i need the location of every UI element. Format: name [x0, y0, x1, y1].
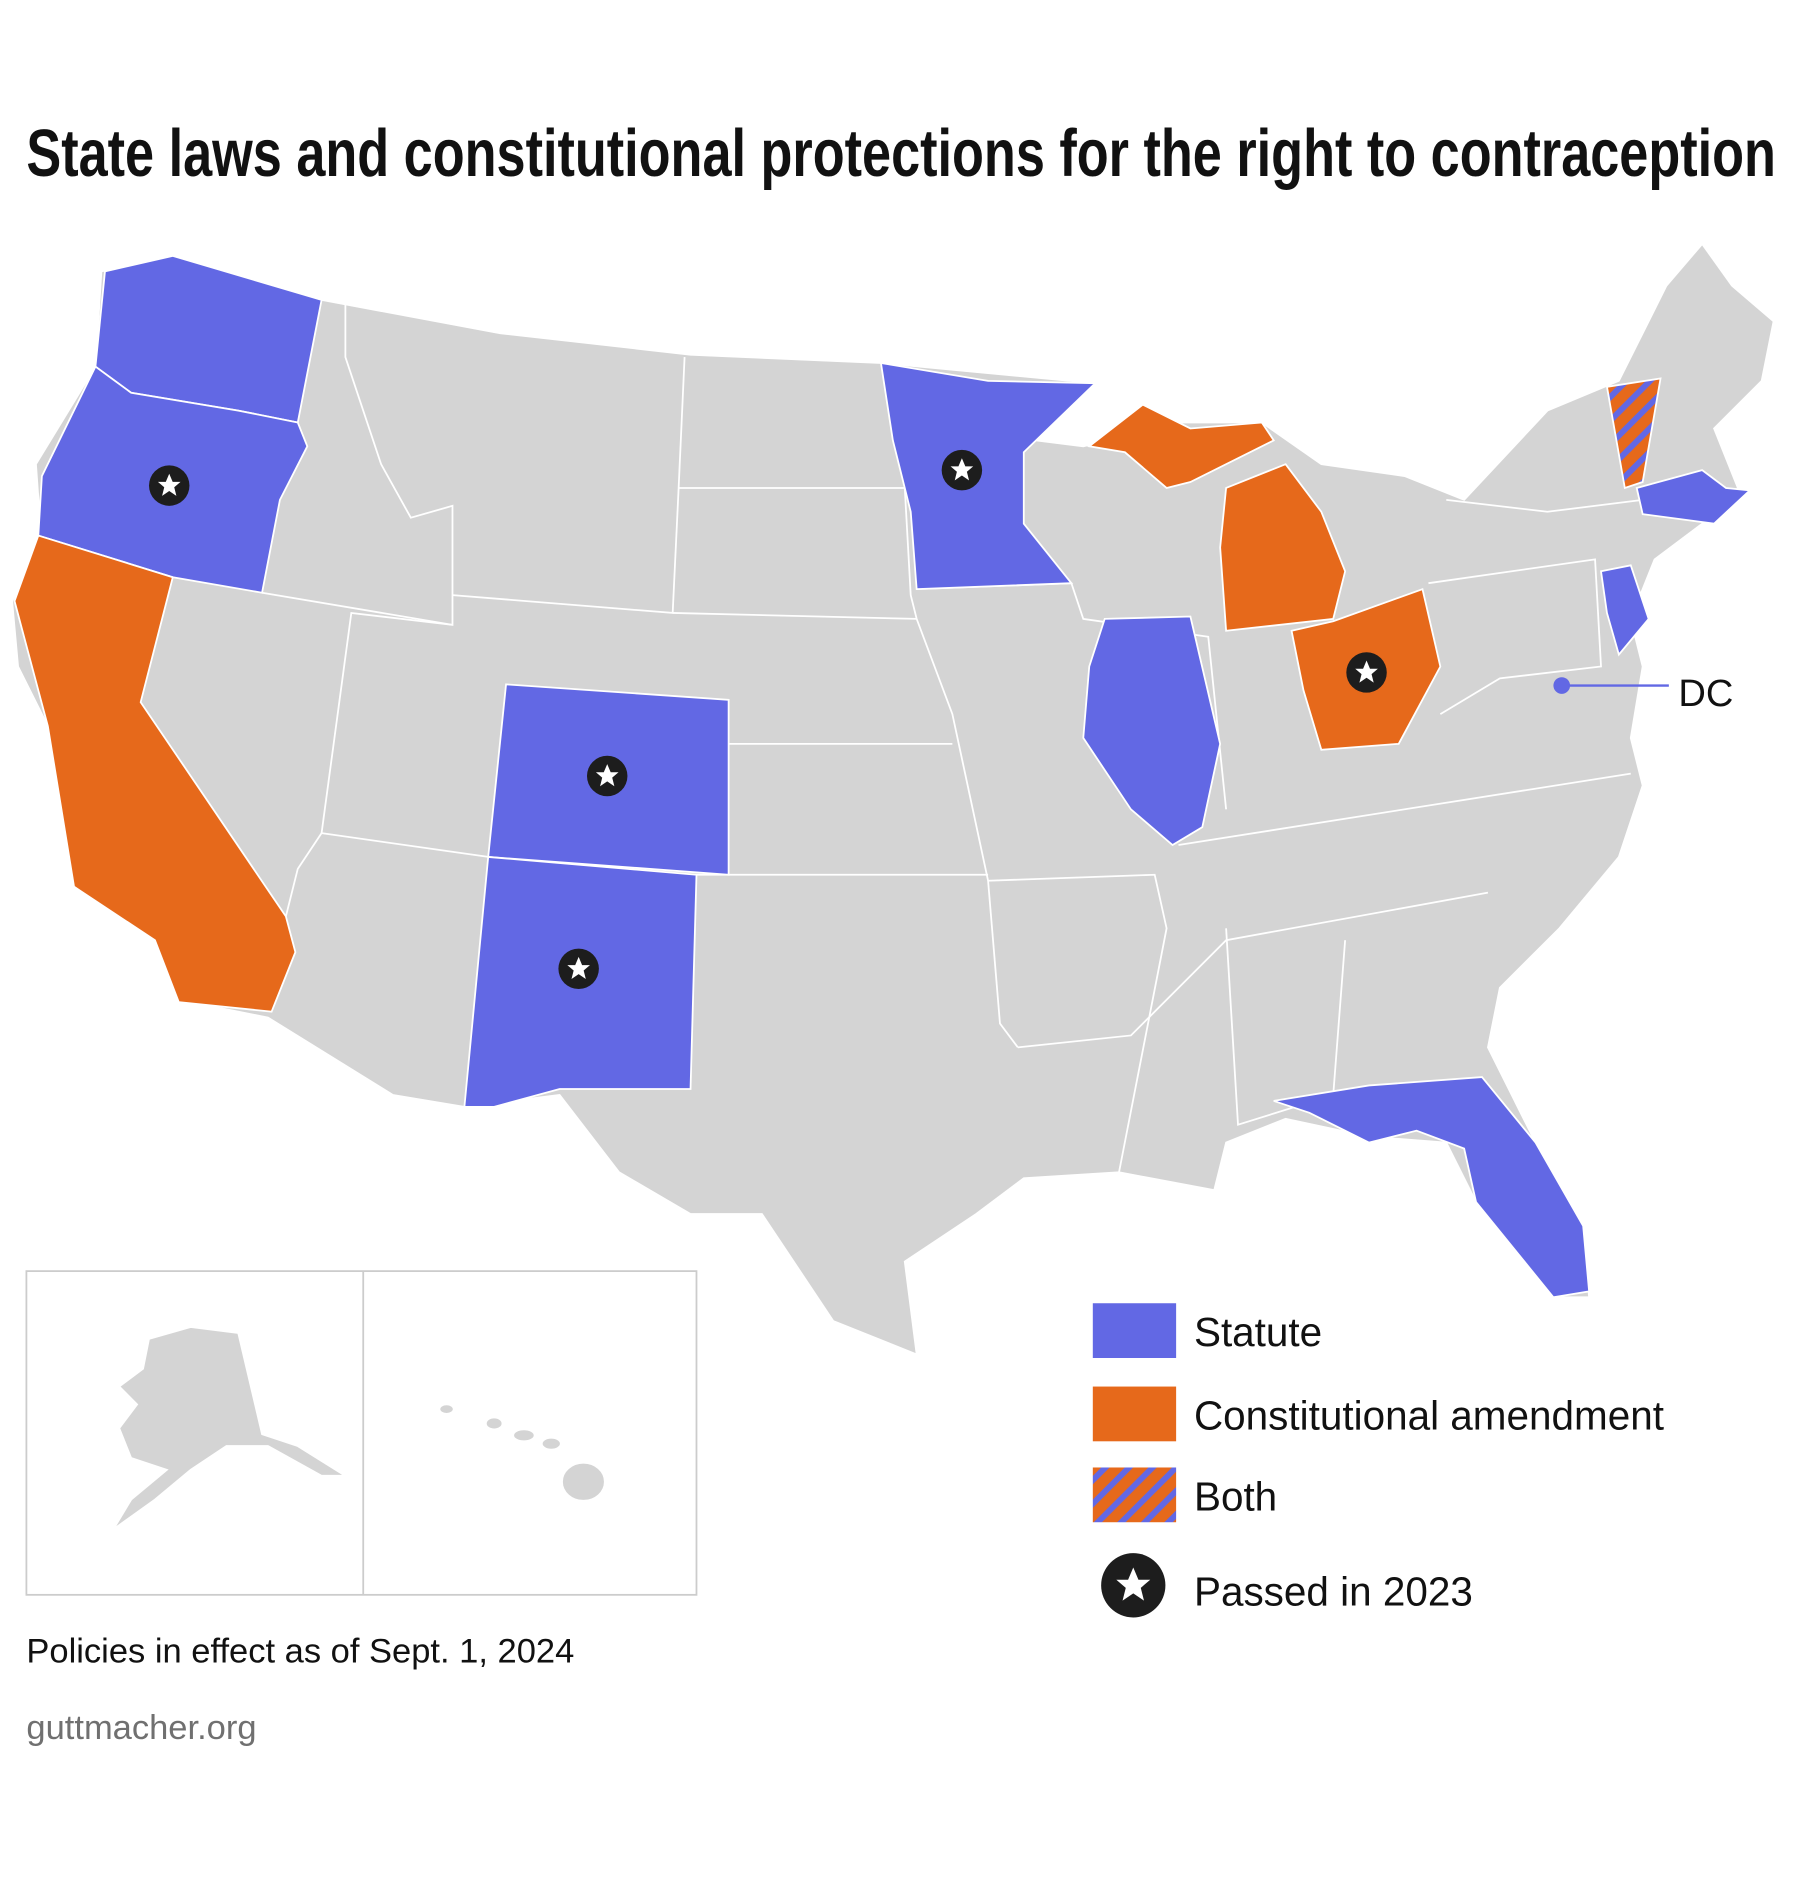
legend-label: Both: [1194, 1473, 1277, 1519]
illinois: [1082, 615, 1222, 847]
legend-swatch: [1092, 1386, 1177, 1442]
massachusetts: [1635, 469, 1752, 525]
star-ohio: [1346, 652, 1387, 693]
title: State laws and constitutional protection…: [26, 117, 1776, 191]
vermont: [1605, 377, 1662, 490]
legend-swatch: [1092, 1467, 1177, 1523]
star-oregon: [148, 465, 190, 506]
star-minnesota: [941, 449, 983, 491]
note: Policies in effect as of Sept. 1, 2024: [26, 1633, 574, 1671]
inset-frame: [25, 1270, 698, 1596]
california: [13, 534, 297, 1013]
minnesota: [879, 361, 1098, 591]
new-jersey: [1600, 564, 1650, 657]
state-borders: [261, 303, 1643, 1173]
hawaii: [438, 1403, 606, 1502]
legend: Statute Constitutional amendment Both Pa…: [1092, 1303, 1664, 1618]
alaska: [112, 1326, 349, 1531]
legend-label: Passed in 2023: [1194, 1569, 1473, 1615]
michigan-lower: [1219, 463, 1347, 632]
legend-label: Statute: [1194, 1309, 1322, 1355]
legend-label: Constitutional amendment: [1194, 1392, 1664, 1438]
florida: [1273, 1076, 1591, 1299]
michigan-upper: [1087, 403, 1276, 489]
legend-swatch: [1092, 1303, 1177, 1358]
dc-label: DC: [1678, 673, 1733, 715]
inset: [25, 1270, 698, 1596]
us-map: DC: [11, 242, 1775, 1356]
source: guttmacher.org: [26, 1709, 256, 1747]
star-colorado: [586, 755, 628, 797]
legend-star: [1116, 1567, 1151, 1601]
star-new-mexico: [558, 948, 599, 990]
